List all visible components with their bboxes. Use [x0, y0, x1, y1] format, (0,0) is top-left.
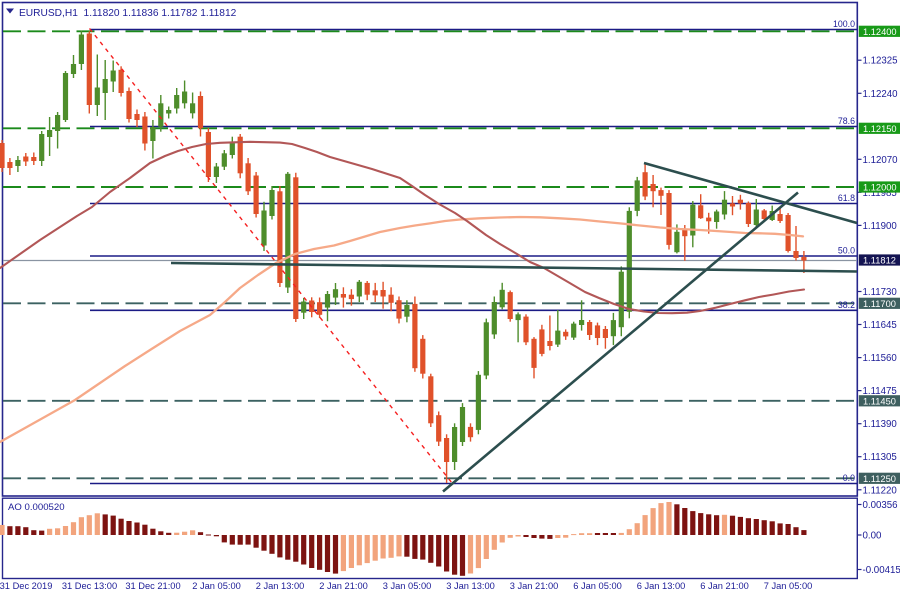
svg-text:1.12240: 1.12240	[863, 89, 899, 100]
svg-text:0.00356: 0.00356	[863, 500, 898, 511]
svg-text:2 Jan 13:00: 2 Jan 13:00	[256, 581, 305, 591]
svg-text:100.0: 100.0	[833, 19, 855, 29]
svg-text:1.11220: 1.11220	[863, 485, 898, 496]
svg-text:-0.004152: -0.004152	[863, 565, 900, 576]
svg-text:1.11475: 1.11475	[863, 386, 897, 397]
svg-text:1.11700: 1.11700	[863, 299, 896, 309]
svg-text:AO 0.000520: AO 0.000520	[8, 502, 65, 513]
svg-text:2 Jan 21:00: 2 Jan 21:00	[319, 581, 368, 591]
svg-text:0.0: 0.0	[843, 473, 855, 483]
svg-text:0.00: 0.00	[863, 531, 882, 542]
svg-text:1.12000: 1.12000	[863, 183, 897, 193]
svg-text:1.11985: 1.11985	[863, 188, 897, 199]
svg-text:1.11560: 1.11560	[863, 353, 898, 364]
svg-text:1.12070: 1.12070	[863, 155, 899, 166]
svg-text:1.11305: 1.11305	[863, 452, 897, 463]
svg-text:6 Jan 05:00: 6 Jan 05:00	[573, 581, 622, 591]
svg-text:3 Jan 05:00: 3 Jan 05:00	[383, 581, 432, 591]
svg-text:1.11390: 1.11390	[863, 419, 898, 430]
svg-text:7 Jan 05:00: 7 Jan 05:00	[764, 581, 813, 591]
svg-text:78.6: 78.6	[838, 116, 855, 126]
svg-text:31 Dec 2019: 31 Dec 2019	[0, 581, 52, 591]
svg-text:31 Dec 21:00: 31 Dec 21:00	[125, 581, 180, 591]
svg-text:38.2: 38.2	[838, 300, 855, 310]
svg-text:1.12325: 1.12325	[863, 56, 898, 67]
svg-text:1.11900: 1.11900	[863, 221, 898, 232]
svg-text:1.12150: 1.12150	[863, 124, 897, 134]
svg-text:3 Jan 13:00: 3 Jan 13:00	[446, 581, 495, 591]
svg-text:6 Jan 13:00: 6 Jan 13:00	[637, 581, 686, 591]
svg-text:1.12400: 1.12400	[863, 27, 897, 37]
svg-text:6 Jan 21:00: 6 Jan 21:00	[700, 581, 749, 591]
svg-text:1.11250: 1.11250	[863, 474, 896, 484]
svg-text:EURUSD,H1 1.11820 1.11836 1.1: EURUSD,H1 1.11820 1.11836 1.11782 1.1181…	[19, 8, 237, 19]
svg-text:1.11730: 1.11730	[863, 287, 898, 298]
svg-text:50.0: 50.0	[838, 246, 855, 256]
svg-text:31 Dec 13:00: 31 Dec 13:00	[62, 581, 117, 591]
svg-text:1.11812: 1.11812	[863, 256, 896, 266]
svg-text:61.8: 61.8	[838, 193, 855, 203]
svg-text:1.11450: 1.11450	[863, 396, 896, 406]
svg-text:3 Jan 21:00: 3 Jan 21:00	[510, 581, 559, 591]
svg-text:2 Jan 05:00: 2 Jan 05:00	[192, 581, 241, 591]
svg-text:1.11645: 1.11645	[863, 320, 897, 331]
